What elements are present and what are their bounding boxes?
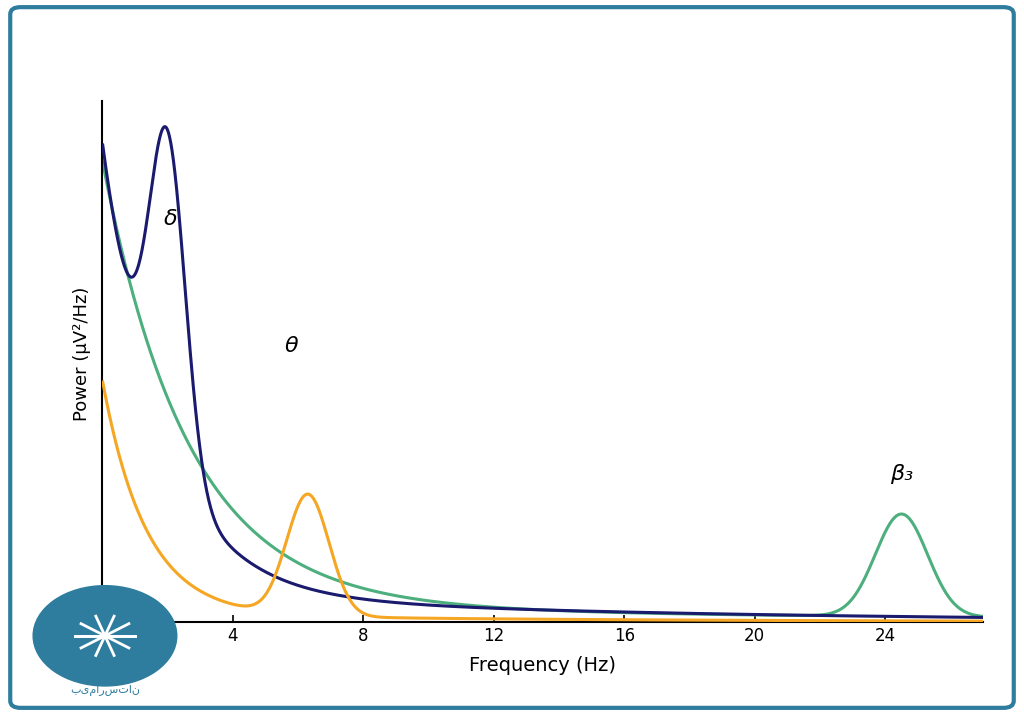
Text: bimaristan: bimaristan	[68, 668, 142, 681]
X-axis label: Frequency (Hz): Frequency (Hz)	[469, 656, 616, 675]
Text: θ: θ	[285, 337, 298, 357]
Circle shape	[33, 586, 177, 686]
Text: بیمارستان: بیمارستان	[70, 684, 140, 696]
Y-axis label: Power (μV²/Hz): Power (μV²/Hz)	[74, 287, 91, 421]
Text: δ: δ	[164, 209, 178, 229]
Text: β₃: β₃	[890, 464, 913, 484]
Circle shape	[70, 657, 140, 706]
